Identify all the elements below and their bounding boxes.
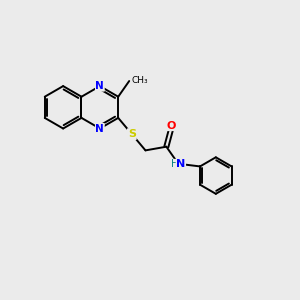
Text: N: N [95,81,104,91]
Text: O: O [167,121,176,130]
Text: H: H [171,159,178,169]
Text: S: S [128,129,136,139]
Text: N: N [176,159,185,169]
Text: CH₃: CH₃ [131,76,148,85]
Text: N: N [95,124,104,134]
